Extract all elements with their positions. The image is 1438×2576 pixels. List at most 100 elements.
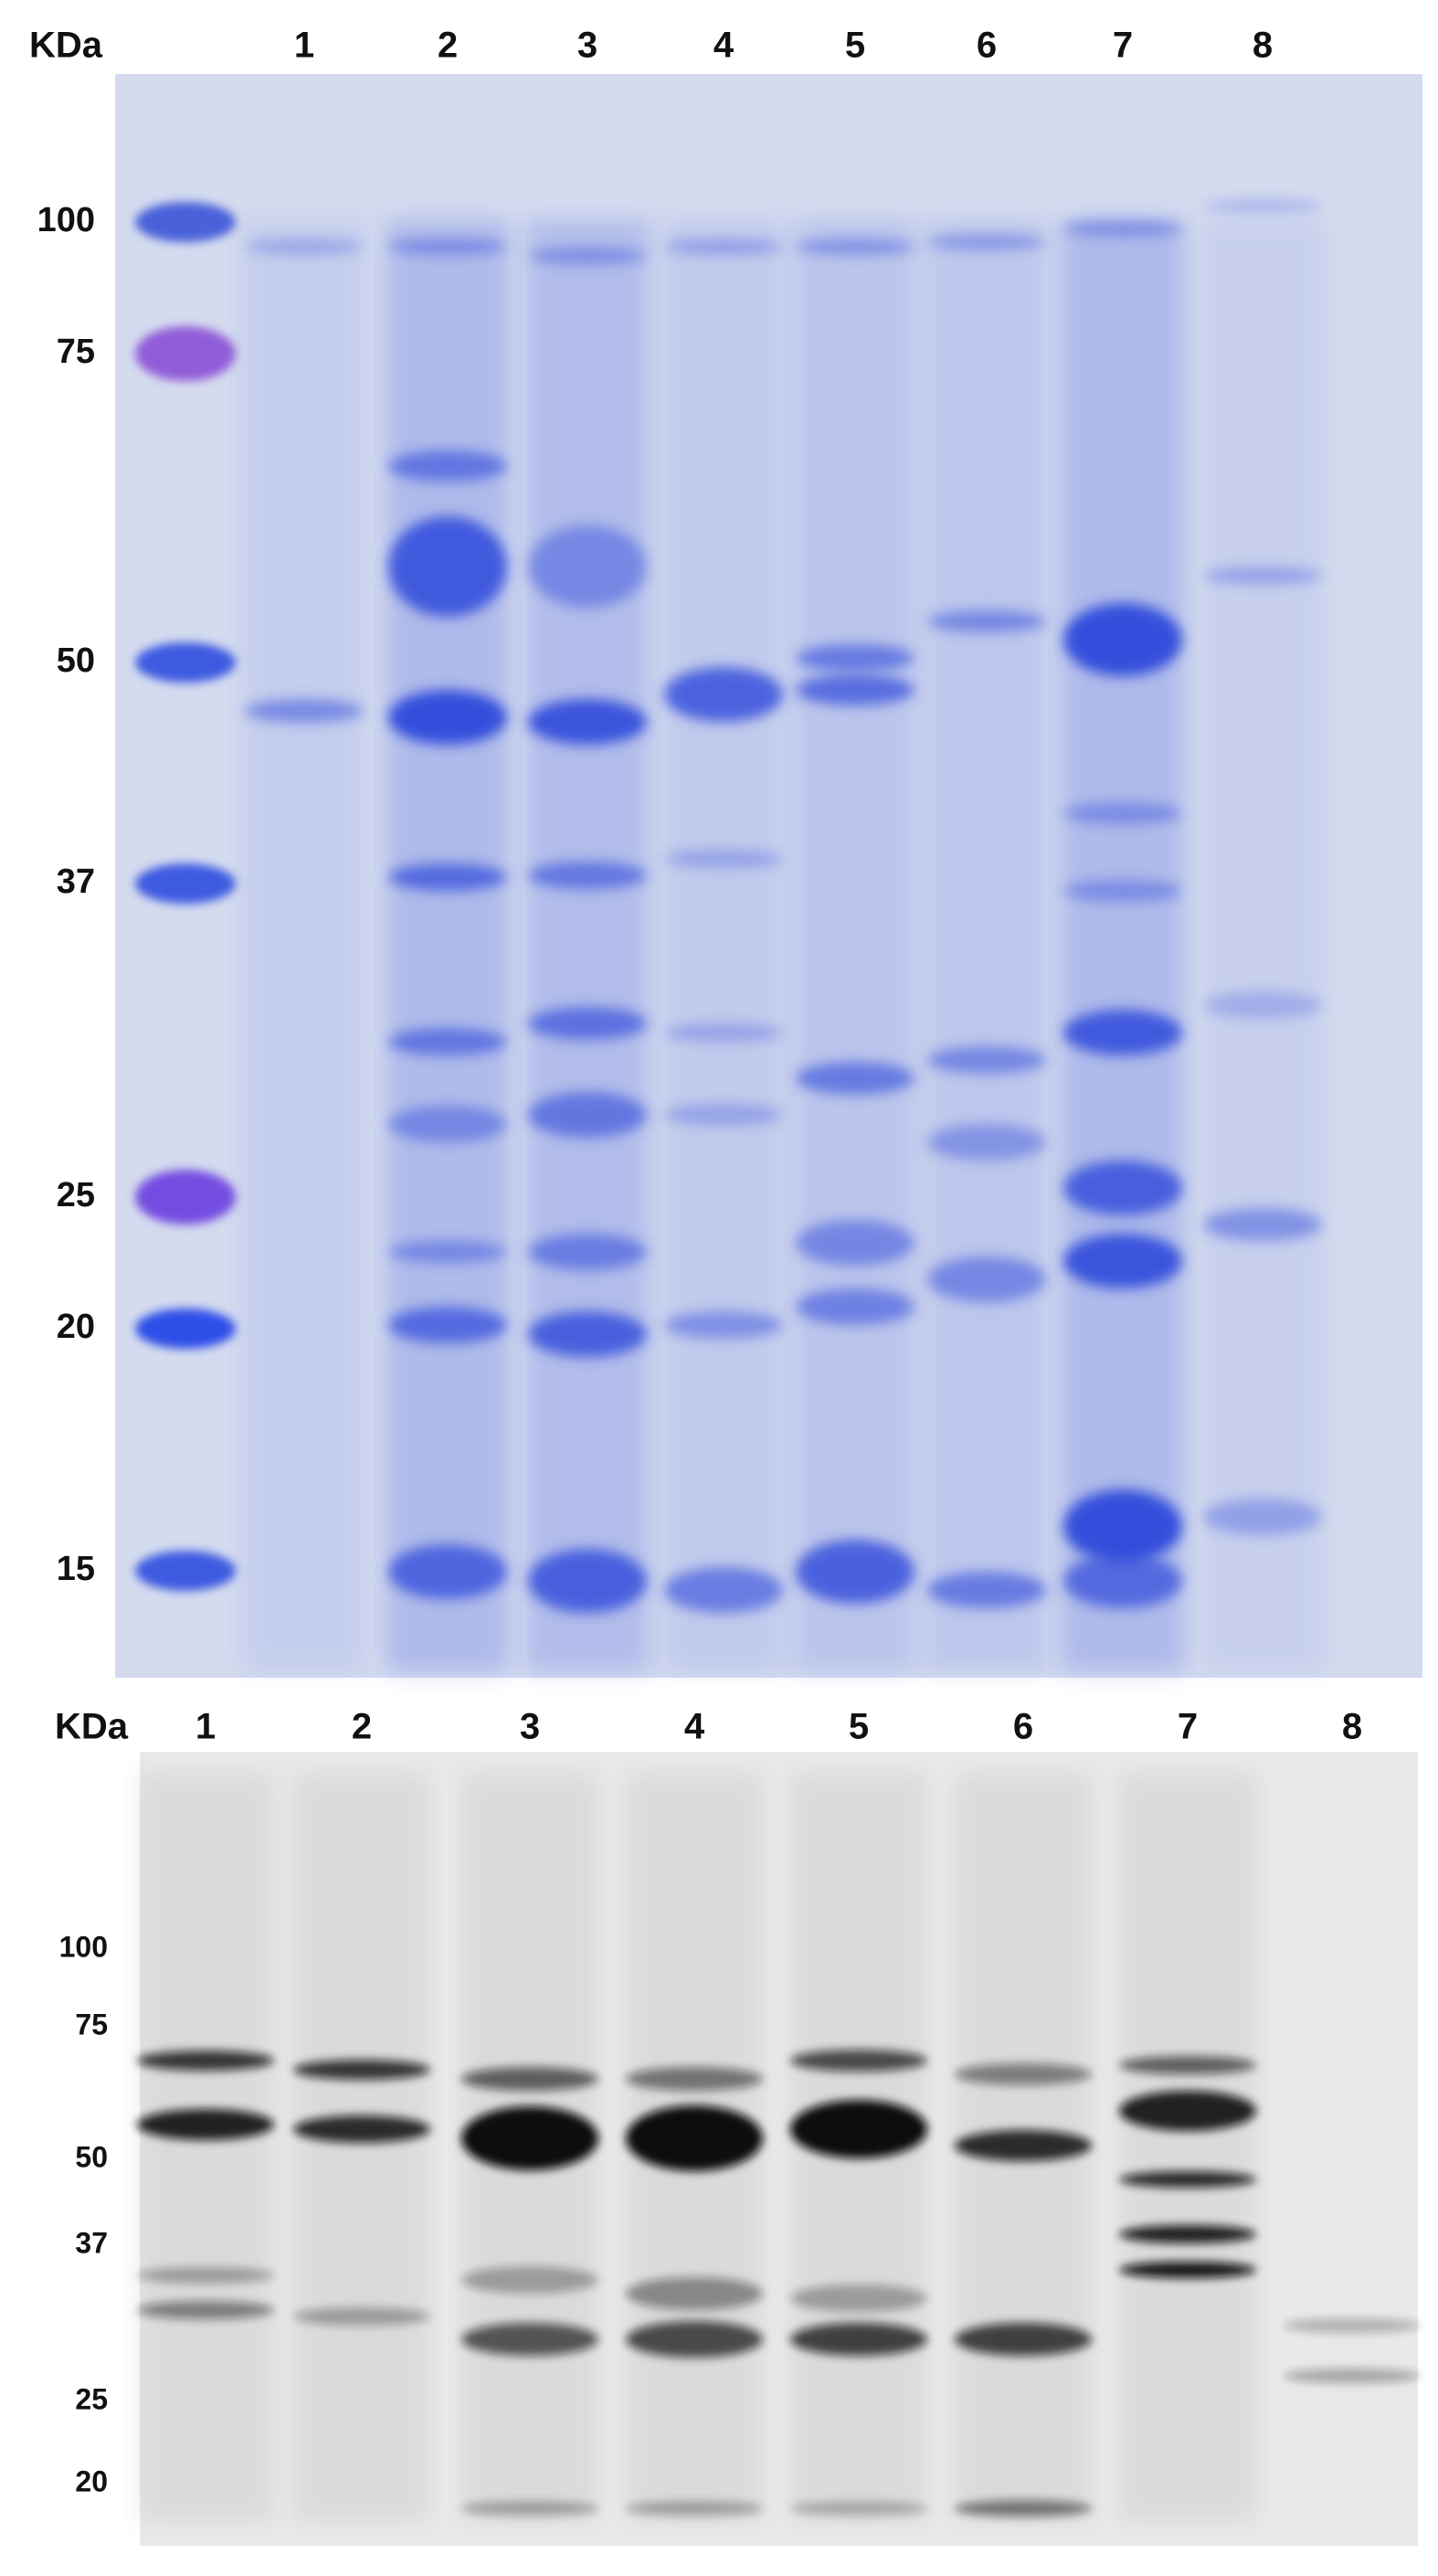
lane-label: 4 xyxy=(714,26,735,66)
band xyxy=(388,690,507,745)
band xyxy=(927,1256,1046,1302)
band xyxy=(1063,220,1182,237)
band xyxy=(528,1092,647,1138)
band xyxy=(1119,2091,1256,2131)
band xyxy=(137,2051,274,2071)
band xyxy=(664,850,783,868)
band xyxy=(135,326,236,381)
lane-label: 1 xyxy=(294,26,314,66)
labels: 1 2 3 4 5 6 7 8 100 75 50 37 25 20 15 1 2 3 4 5 6 7 8 100 75 50 37… xyxy=(37,26,1363,2498)
band xyxy=(388,1307,507,1343)
lane-label: 7 xyxy=(1178,1707,1198,1747)
band xyxy=(528,699,647,745)
band xyxy=(1203,991,1322,1019)
band xyxy=(664,239,783,254)
band xyxy=(664,667,783,722)
band xyxy=(955,2500,1092,2517)
band xyxy=(528,862,647,889)
marker-label: 15 xyxy=(57,1550,95,1588)
band xyxy=(137,2301,274,2319)
header-label: KDa xyxy=(55,1707,129,1747)
marker-label: 75 xyxy=(57,333,95,371)
band xyxy=(626,2067,763,2091)
lane-smear xyxy=(661,219,786,1672)
lane-smear xyxy=(793,219,917,1672)
band xyxy=(135,1170,236,1224)
band xyxy=(1119,2056,1256,2074)
lane-smear xyxy=(1200,219,1325,1672)
band xyxy=(528,525,647,608)
band xyxy=(790,2501,927,2516)
band xyxy=(388,864,507,891)
lane-smear xyxy=(1061,219,1185,1672)
marker-label: 37 xyxy=(57,863,95,901)
band xyxy=(135,1551,236,1591)
band xyxy=(461,2067,598,2091)
band xyxy=(626,2321,763,2358)
band xyxy=(1203,1208,1322,1241)
marker-label: 50 xyxy=(57,641,95,680)
band xyxy=(1203,1499,1322,1535)
lane-label: 6 xyxy=(1013,1707,1033,1747)
band xyxy=(664,1023,783,1042)
band xyxy=(388,239,507,255)
band xyxy=(790,2100,927,2158)
marker-label: 100 xyxy=(37,201,95,239)
band xyxy=(664,1104,783,1126)
band xyxy=(528,1007,647,1040)
band xyxy=(927,1124,1046,1161)
band xyxy=(388,451,507,482)
band xyxy=(626,2105,763,2171)
lane-smear xyxy=(925,219,1049,1672)
lane-label: 5 xyxy=(845,26,865,66)
band xyxy=(245,699,364,723)
band xyxy=(388,1544,507,1599)
band xyxy=(388,516,507,617)
band xyxy=(1063,1234,1182,1288)
band xyxy=(388,1028,507,1055)
band xyxy=(955,2130,1092,2161)
band xyxy=(796,1062,915,1095)
band xyxy=(461,2106,598,2170)
marker-label: 50 xyxy=(75,2140,108,2173)
band xyxy=(1119,2171,1256,2188)
lane-label: 2 xyxy=(352,1707,372,1747)
band xyxy=(1203,567,1322,584)
band xyxy=(1284,2318,1421,2333)
band xyxy=(135,202,236,242)
band xyxy=(796,1540,915,1604)
lane-label: 1 xyxy=(196,1707,216,1747)
band xyxy=(388,1106,507,1142)
band xyxy=(1063,1489,1182,1563)
band xyxy=(1284,2369,1421,2383)
lane-smear xyxy=(293,1773,430,2522)
band xyxy=(293,2115,430,2143)
lane-smear xyxy=(137,1773,274,2522)
band xyxy=(796,644,915,672)
marker-label: 20 xyxy=(75,2465,108,2497)
marker-label: 25 xyxy=(57,1176,95,1214)
band xyxy=(528,1311,647,1357)
band xyxy=(1203,199,1322,212)
lane-label: 5 xyxy=(849,1707,869,1747)
band xyxy=(135,642,236,683)
band xyxy=(1063,1553,1182,1608)
band xyxy=(626,2501,763,2516)
band xyxy=(461,2323,598,2356)
band xyxy=(528,1549,647,1613)
marker-label: 25 xyxy=(75,2382,108,2415)
band xyxy=(664,1567,783,1613)
lane-smear xyxy=(386,219,510,1672)
band xyxy=(1063,880,1182,902)
lane-label: 3 xyxy=(520,1707,540,1747)
marker-label: 75 xyxy=(75,2008,108,2041)
lane-label: 8 xyxy=(1253,26,1273,66)
band xyxy=(796,674,915,705)
band xyxy=(528,248,647,264)
lane-label: 6 xyxy=(977,26,997,66)
band xyxy=(1063,603,1182,676)
band xyxy=(1063,1161,1182,1215)
band xyxy=(927,1046,1046,1074)
